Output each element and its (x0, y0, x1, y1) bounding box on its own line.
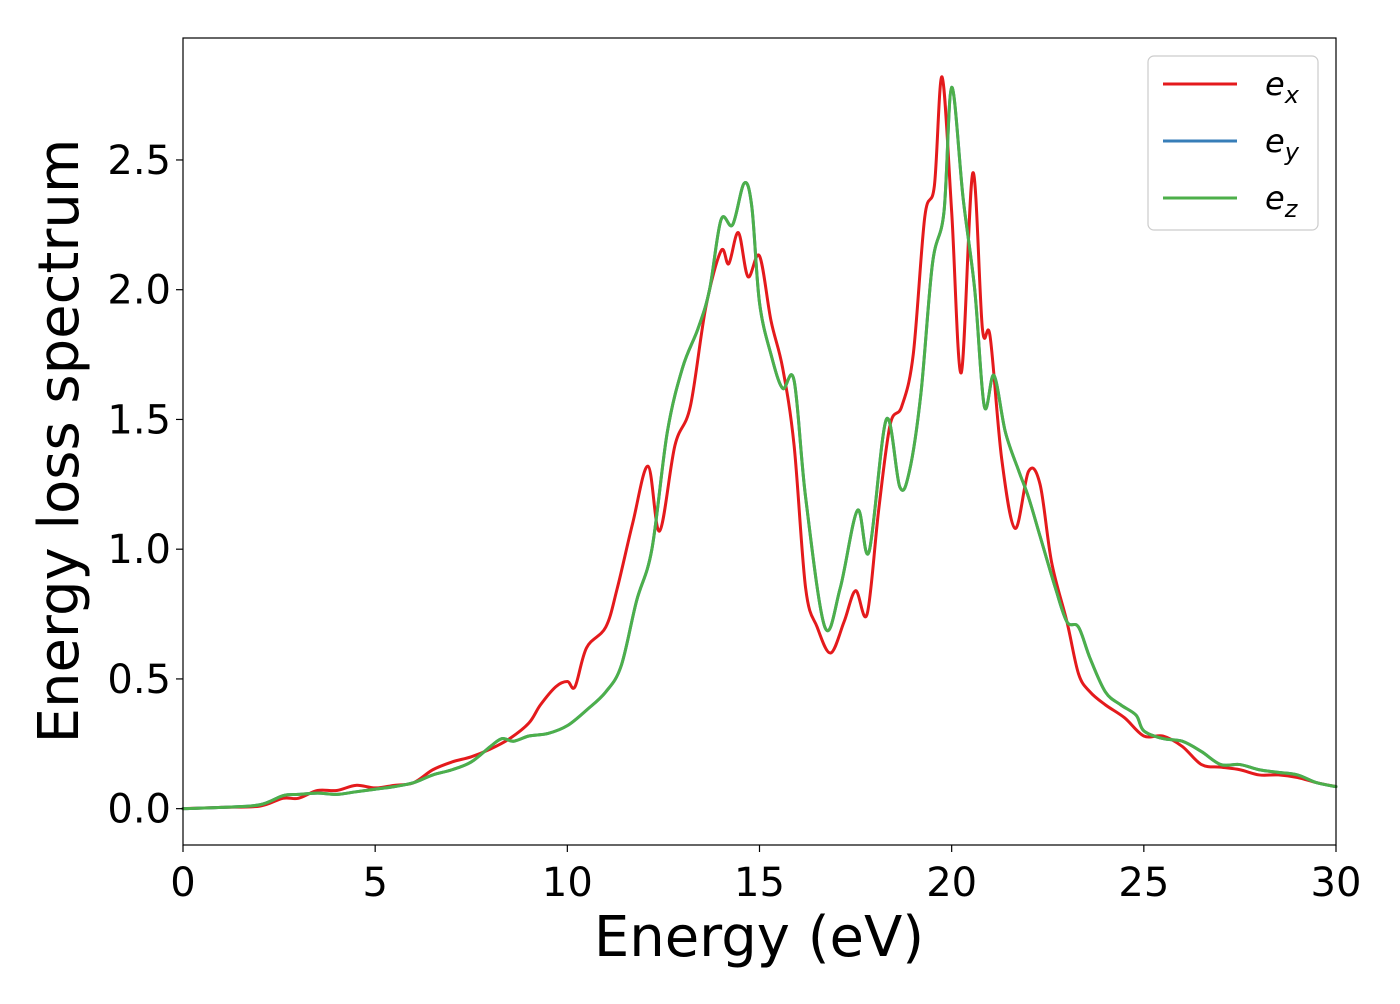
legend-label-x: ex (1265, 65, 1300, 109)
legend-label-sub: z (1284, 195, 1299, 223)
y-tick-label: 1.0 (107, 527, 171, 573)
legend-label-sub: x (1284, 81, 1300, 109)
legend-label-sub: y (1284, 138, 1300, 166)
y-tick-label: 2.5 (107, 138, 171, 184)
x-tick-label: 10 (542, 860, 593, 906)
legend-label-main: e (1265, 65, 1285, 103)
x-tick-label: 30 (1311, 860, 1362, 906)
y-axis-title: Energy loss spectrum (27, 139, 92, 744)
y-axis: 0.0 0.5 1.0 1.5 2.0 2.5 (107, 138, 183, 833)
legend-label-main: e (1265, 122, 1285, 160)
x-tick-label: 0 (170, 860, 195, 906)
y-tick-label: 0.0 (107, 787, 171, 833)
x-tick-label: 15 (734, 860, 785, 906)
legend-box (1147, 55, 1319, 231)
legend-label-y: ey (1265, 122, 1300, 166)
series-layer (181, 75, 1338, 811)
x-axis: 0 5 10 15 20 25 30 (170, 845, 1361, 906)
legend-label-z: ez (1265, 179, 1299, 223)
y-tick-label: 0.5 (107, 657, 171, 703)
legend-label-main: e (1265, 179, 1285, 217)
series-line-z (181, 85, 1338, 811)
plot-background (183, 38, 1336, 845)
x-tick-label: 5 (362, 860, 387, 906)
y-tick-label: 1.5 (107, 397, 171, 443)
x-tick-label: 25 (1118, 860, 1169, 906)
x-tick-label: 20 (926, 860, 977, 906)
x-axis-title: Energy (eV) (594, 905, 924, 970)
y-tick-label: 2.0 (107, 268, 171, 314)
